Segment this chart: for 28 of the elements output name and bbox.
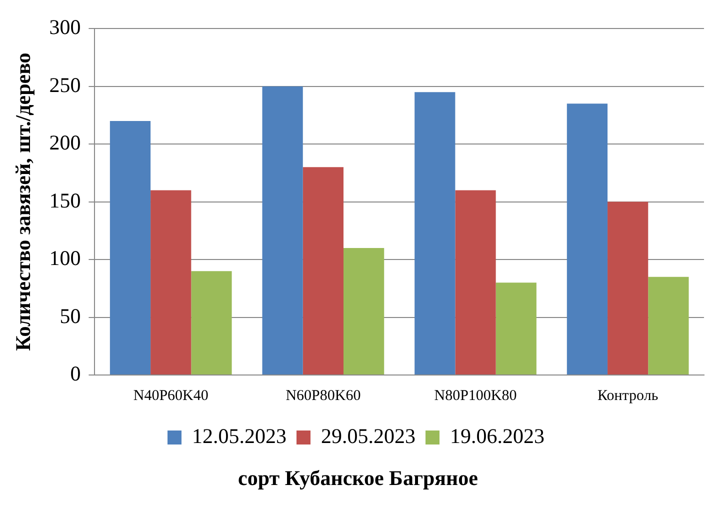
- x-axis-title: сорт Кубанское Багряное: [237, 466, 479, 491]
- bar: [566, 104, 608, 374]
- y-tick-label: 300: [49, 15, 81, 40]
- y-tick-label: 250: [49, 72, 81, 97]
- x-tick-label: N80P100K80: [434, 388, 517, 404]
- x-tick-label: Контроль: [598, 388, 658, 404]
- legend-label: 19.06.2023: [450, 424, 544, 448]
- y-tick-label: 0: [70, 362, 81, 386]
- bar: [191, 271, 232, 374]
- bar: [150, 190, 192, 374]
- bar: [648, 276, 689, 374]
- x-tick-label: N40P60K40: [133, 388, 208, 404]
- bar: [496, 282, 536, 374]
- y-tick-label: 100: [49, 246, 81, 270]
- legend-label: 29.05.2023: [321, 424, 416, 448]
- y-tick-label: 200: [49, 130, 81, 155]
- bar: [110, 120, 151, 374]
- x-tick-label: N60P80K60: [286, 388, 361, 404]
- y-tick-label: 50: [60, 304, 81, 328]
- bar: [344, 248, 384, 374]
- bar: [455, 190, 496, 374]
- bar: [414, 92, 456, 374]
- bar: [262, 86, 303, 374]
- y-tick-label: 150: [49, 188, 81, 212]
- legend-label: 12.05.2023: [192, 424, 286, 448]
- bar: [608, 202, 648, 374]
- bar: [302, 167, 344, 374]
- y-axis-title: Количество завязей, шт./дерево: [11, 52, 36, 351]
